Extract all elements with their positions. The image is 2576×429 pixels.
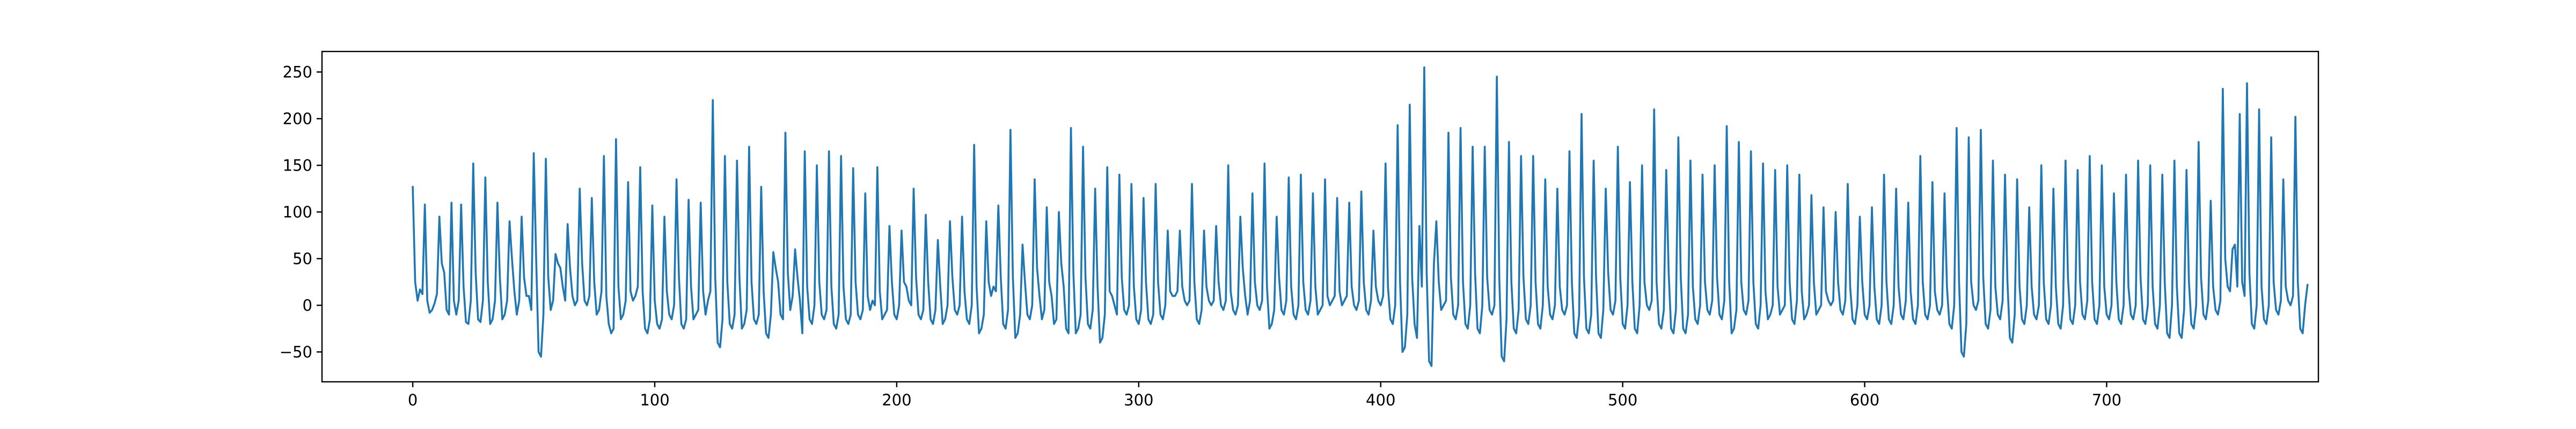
x-tick-label: 400 bbox=[1366, 391, 1395, 409]
x-axis: 0 100 200 300 400 500 600 700 bbox=[408, 382, 2121, 409]
y-tick-label: 100 bbox=[283, 203, 312, 221]
x-tick-label: 0 bbox=[408, 391, 418, 409]
x-tick-label: 200 bbox=[882, 391, 911, 409]
y-tick-label: 250 bbox=[283, 63, 312, 81]
x-tick-label: 500 bbox=[1608, 391, 1637, 409]
y-tick-label: −50 bbox=[280, 343, 312, 361]
x-tick-label: 300 bbox=[1124, 391, 1153, 409]
y-tick-label: 0 bbox=[303, 296, 312, 314]
y-axis: −50 0 50 100 150 200 250 bbox=[280, 63, 322, 361]
plot-area bbox=[412, 66, 2309, 367]
x-tick-label: 600 bbox=[1850, 391, 1879, 409]
x-tick-label: 700 bbox=[2092, 391, 2121, 409]
y-tick-label: 200 bbox=[283, 109, 312, 128]
y-tick-label: 50 bbox=[292, 249, 312, 268]
x-tick-label: 100 bbox=[640, 391, 669, 409]
series-line-1 bbox=[412, 66, 2309, 367]
y-tick-label: 150 bbox=[283, 156, 312, 174]
axes-frame bbox=[321, 50, 2319, 383]
